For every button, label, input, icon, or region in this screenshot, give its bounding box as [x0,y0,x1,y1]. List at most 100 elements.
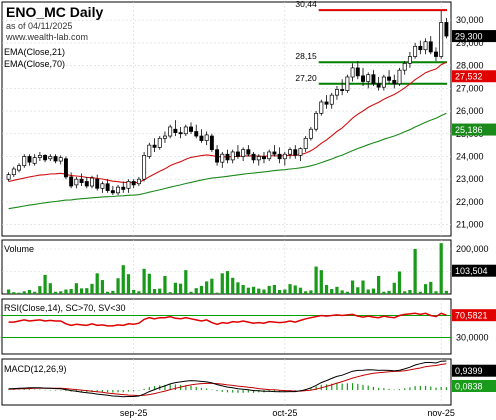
last-price-label-tag: 29,300 [452,30,496,43]
volume-bar [163,276,167,294]
volume-bar [178,283,183,294]
candle-body [95,178,100,189]
legend-ema70: EMA(Close,70) [4,59,65,69]
macd-histogram-bar [174,384,176,391]
candle-body [407,56,412,64]
ema70-label: 25,186 [455,125,483,135]
macd-histogram-bar [378,387,380,391]
panel-frame-price [1,1,452,237]
volume-bar [434,291,438,294]
candle-body [288,149,293,155]
volume-bar [272,285,277,294]
macd-histogram-bar [398,389,401,391]
price-tick-label: 29,000 [456,38,484,48]
volume-bar [215,292,219,294]
candles-layer [6,10,449,196]
candle [361,67,365,87]
macd-histogram-bar [86,390,88,393]
candle-body [32,157,37,164]
price-tick-label: 22,000 [456,197,484,207]
macd-histogram-bar [49,390,51,391]
price-tick-label: 23,000 [456,174,484,184]
volume-bar [48,283,52,294]
candle-body [413,45,418,57]
rsi-last-label-tag: 70,5821 [452,309,496,322]
volume-bar [106,291,110,294]
macd-histogram-bar [430,386,432,391]
volume-bar [278,289,282,294]
macd-histogram-bar [153,386,156,391]
candle [381,74,386,91]
macd-histogram-bar [112,390,114,393]
volume-bar [6,289,11,294]
candle [142,151,147,182]
macd-histogram-bar [169,384,171,391]
macd-histogram-bar [226,390,229,393]
macd-axis: 0,9399 0,0838 [452,364,496,392]
macd-histogram-bar [96,390,98,393]
macd-histogram-bar [341,383,343,391]
candle [194,124,199,139]
candle [439,10,444,59]
macd-histogram-bar [34,389,36,391]
date-line: as of 04/11/2025 [6,21,72,31]
candle [277,147,282,164]
candle [204,131,209,146]
candle [90,175,94,189]
macd-histogram-bar [242,390,244,393]
candle [288,147,293,159]
volume-bar [126,274,131,294]
candle-body [58,157,63,162]
candle-body [387,76,392,81]
macd-histogram-bar [65,390,67,392]
candle [136,176,141,187]
candle-body [329,94,334,105]
candle-body [350,67,355,78]
macd-histogram-bar [133,390,135,392]
volume-bar [147,273,151,294]
candle [17,163,21,173]
candle [267,149,272,162]
candle [371,70,376,87]
volume-bar [137,291,141,294]
volume-bar [111,290,115,294]
candle-body [189,126,193,132]
candle [79,173,84,187]
candle [428,36,433,55]
candle-body [100,183,105,189]
volume-bar [210,278,214,294]
macd-line [8,360,447,398]
price-tick-label: 28,000 [456,61,484,71]
candle [241,147,246,162]
candle [116,184,121,196]
candle-body [272,151,277,155]
macd-histogram-bar [101,390,104,393]
volume-bar [356,287,360,294]
candle [168,124,173,139]
candle [340,79,345,96]
macd-histogram-bar [325,384,328,391]
candle [126,179,131,193]
candle [246,145,251,157]
x-tick-label: nov-25 [427,408,455,418]
rsi-last-label-tag-bg [452,309,496,322]
candle-body [6,174,11,180]
rsi-axis: 30,0000 70,5821 [452,309,496,343]
volume-title: Volume [4,244,34,254]
candle-body [173,128,178,133]
candle-body [215,149,220,163]
macd-histogram-bar [195,386,197,391]
candle-body [74,178,79,186]
candle [230,149,235,164]
candle-body [183,126,188,135]
candle [37,151,42,162]
candle [324,95,329,109]
macd-hist-label-tag-bg [452,379,496,392]
candle [355,61,360,80]
website-line: www.wealth-lab.com [5,32,88,42]
price-grid [2,2,451,405]
candle-body [110,190,115,194]
macd-histogram-bar [206,388,208,391]
